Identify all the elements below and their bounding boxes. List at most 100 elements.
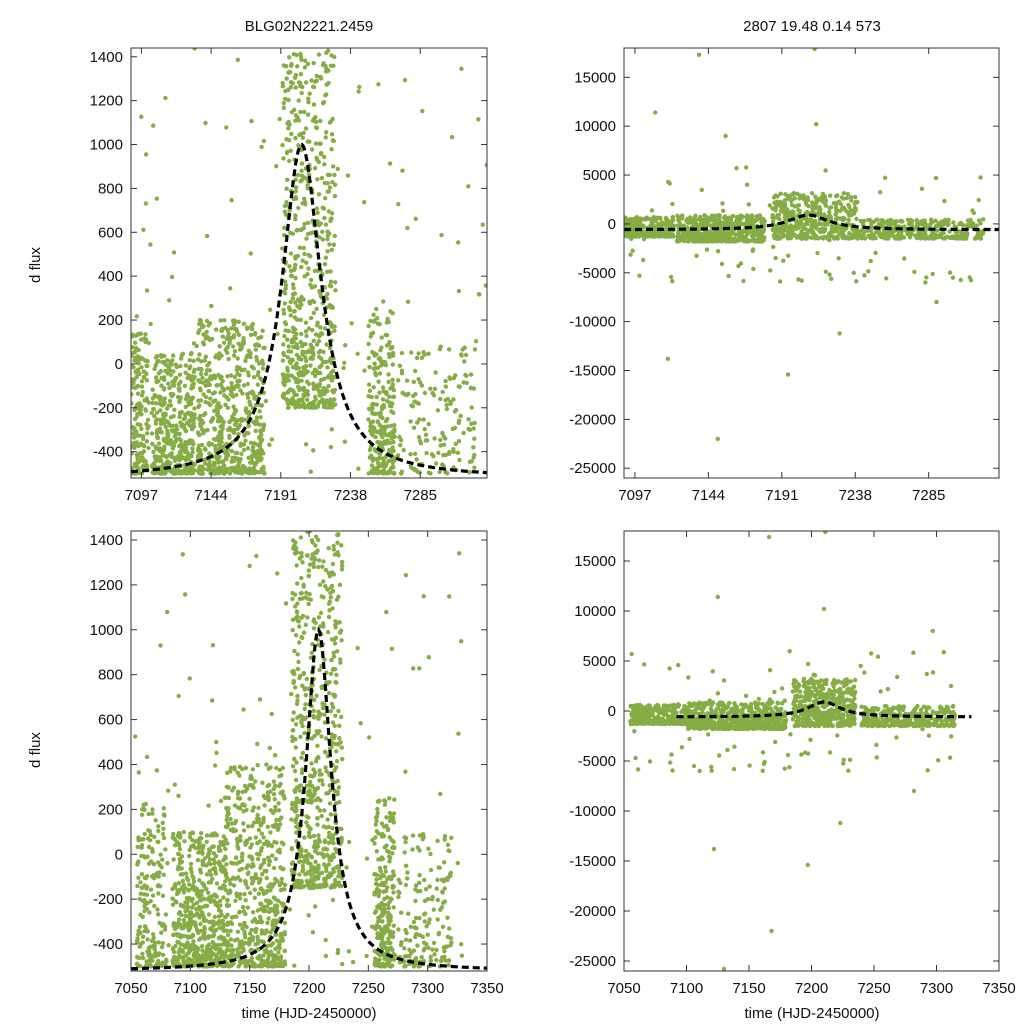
data-point [218,390,223,395]
data-point [167,298,172,303]
data-point [379,424,385,430]
data-point [221,843,226,848]
data-point [186,877,191,883]
data-point [301,245,306,251]
data-point [951,235,957,241]
data-point [180,878,186,884]
data-point [288,251,294,256]
data-point [433,370,438,375]
data-point [170,958,175,964]
x-tick-label: 7191 [264,487,297,504]
data-point [370,432,375,438]
data-point [325,181,330,186]
data-point [326,384,331,389]
data-point [173,362,178,367]
data-point [213,355,218,360]
data-point [160,831,166,837]
data-point [457,384,462,389]
data-point [186,456,191,462]
data-point [298,317,303,323]
data-point [258,430,263,435]
data-point [777,217,782,222]
data-point [255,841,260,846]
data-point [942,198,947,204]
data-point [200,427,205,432]
data-point [281,311,287,316]
data-point [199,849,205,854]
data-point [742,236,747,241]
data-point [204,946,210,952]
data-point [179,424,184,429]
data-point [328,279,334,284]
data-point [146,811,151,817]
data-point [781,258,786,263]
data-point [282,948,287,954]
y-tick-label: 5000 [583,167,616,184]
data-point [942,217,948,223]
data-point [362,368,367,373]
data-point [311,383,317,388]
data-point [968,221,973,226]
data-point [366,323,371,329]
data-point [878,190,883,195]
data-point [200,948,205,953]
data-point [372,361,377,366]
data-point [195,453,201,459]
data-point [195,952,201,957]
data-point [177,399,182,405]
data-point [163,368,168,374]
data-point [136,835,141,840]
data-point [261,138,267,144]
data-point [391,439,396,445]
data-point [193,845,198,851]
data-point [315,177,320,182]
data-point [161,826,166,831]
data-point [200,881,205,886]
outlier-point [653,110,658,115]
data-point [380,385,386,390]
data-point [161,416,167,421]
data-point [307,91,312,96]
data-point [261,464,266,470]
data-point [135,391,141,396]
data-point [828,230,833,235]
data-point [292,308,297,314]
data-point [309,78,314,83]
data-point [446,451,452,456]
data-point [278,790,283,796]
data-point [666,220,671,226]
data-point [251,375,257,380]
data-point [253,779,258,784]
data-point [717,216,722,221]
data-point [310,328,315,333]
data-point [158,408,163,413]
data-point [135,883,140,889]
data-point [372,318,377,323]
data-point [704,247,710,252]
data-point [328,305,333,310]
data-point [275,331,280,337]
data-point [308,469,313,474]
data-point [693,213,698,218]
data-point [154,196,159,201]
data-point [296,98,301,103]
data-point [782,214,787,219]
data-point [178,379,183,385]
y-tick-label: 1200 [90,93,123,110]
data-point [294,380,299,385]
data-point [146,844,152,850]
data-point [195,857,201,863]
data-point [238,343,243,348]
data-point [174,423,179,428]
data-point [187,847,192,853]
data-point [145,426,150,431]
data-point [210,391,215,396]
data-point [169,454,174,459]
data-point [257,409,262,414]
data-point [389,404,394,409]
data-point [250,321,256,327]
data-point [332,387,338,393]
data-point [837,226,843,231]
data-point [172,458,178,463]
data-point [235,356,240,361]
